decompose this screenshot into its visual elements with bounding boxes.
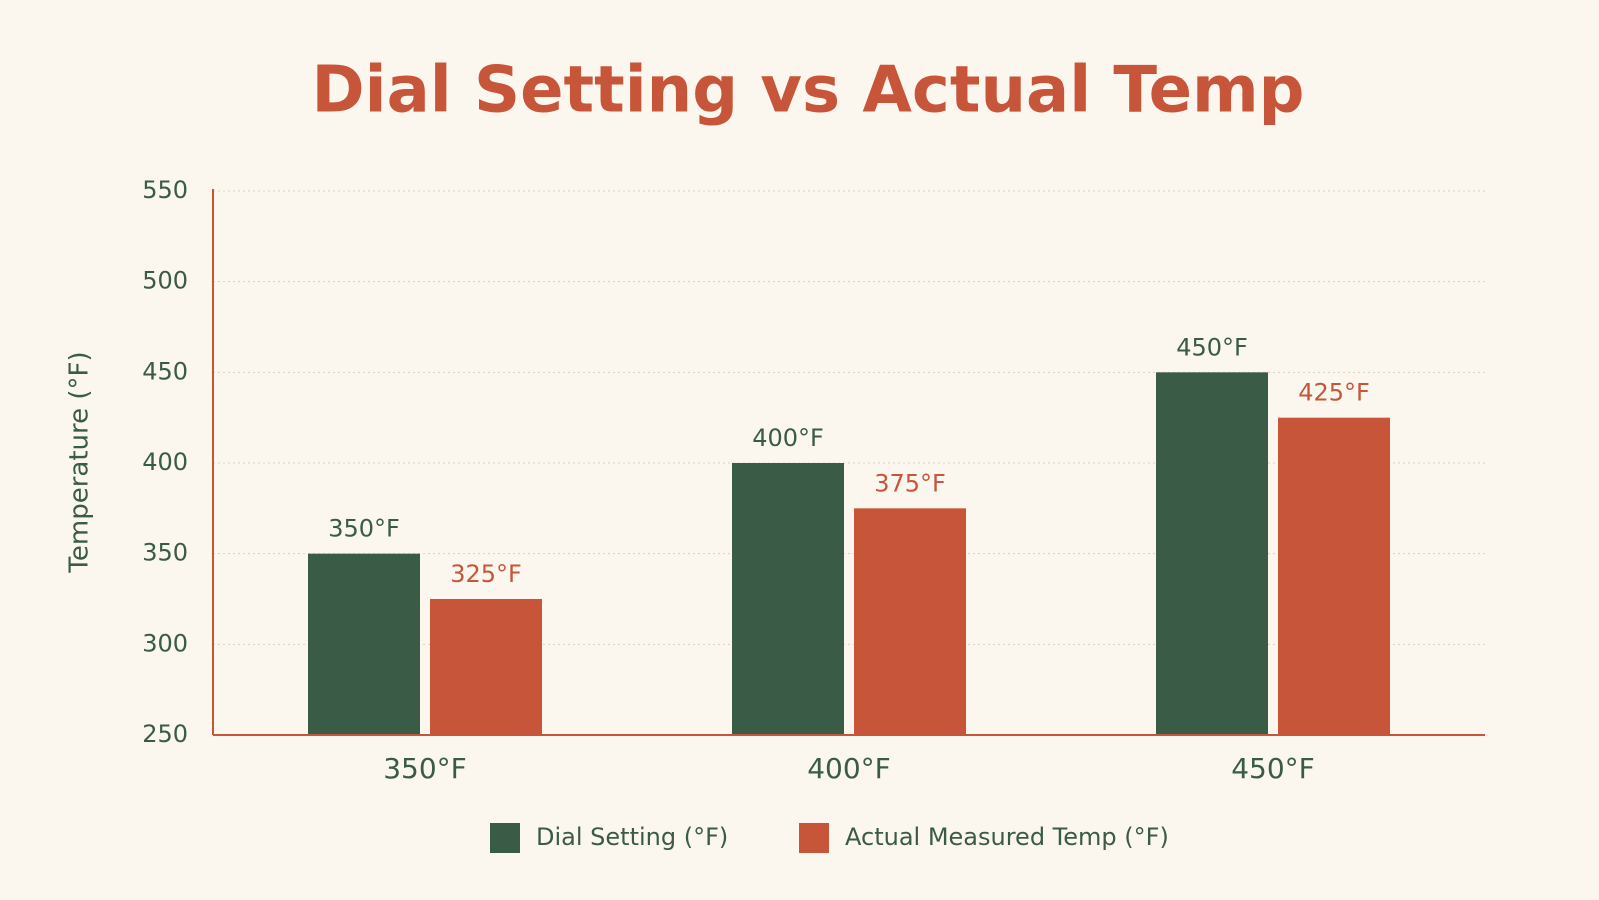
bar bbox=[430, 599, 542, 735]
y-tick-label: 250 bbox=[142, 720, 188, 748]
x-tick-label: 400°F bbox=[807, 752, 891, 785]
x-tick-label: 450°F bbox=[1231, 752, 1315, 785]
value-label: 375°F bbox=[874, 469, 946, 497]
y-tick-label: 450 bbox=[142, 357, 188, 385]
value-label: 325°F bbox=[450, 560, 522, 588]
y-axis-label: Temperature (°F) bbox=[65, 351, 95, 573]
bar bbox=[732, 463, 844, 735]
bar bbox=[1156, 372, 1268, 735]
y-tick-label: 400 bbox=[142, 448, 188, 476]
bar bbox=[854, 508, 966, 735]
legend-swatch bbox=[490, 823, 520, 853]
value-label: 400°F bbox=[752, 424, 824, 452]
y-tick-label: 550 bbox=[142, 176, 188, 204]
bar bbox=[308, 553, 420, 735]
chart-title: Dial Setting vs Actual Temp bbox=[312, 54, 1305, 128]
legend-label: Actual Measured Temp (°F) bbox=[845, 823, 1169, 851]
value-label: 425°F bbox=[1298, 379, 1370, 407]
value-label: 450°F bbox=[1176, 333, 1248, 361]
x-tick-label: 350°F bbox=[383, 752, 467, 785]
y-tick-label: 350 bbox=[142, 539, 188, 567]
bar bbox=[1278, 417, 1390, 735]
legend-label: Dial Setting (°F) bbox=[536, 823, 728, 851]
y-tick-label: 300 bbox=[142, 629, 188, 657]
y-tick-label: 500 bbox=[142, 267, 188, 295]
value-label: 350°F bbox=[328, 515, 400, 543]
legend-swatch bbox=[799, 823, 829, 853]
